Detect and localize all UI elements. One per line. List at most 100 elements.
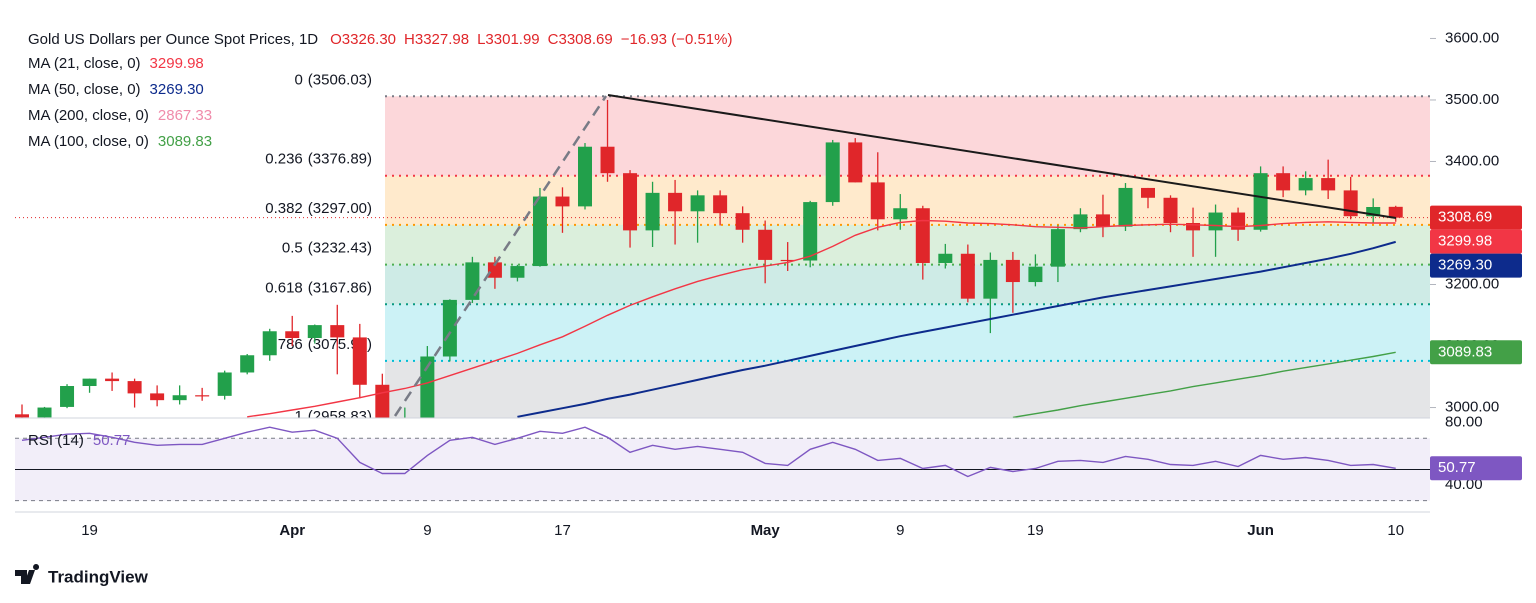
rsi-name: RSI (14) — [28, 432, 84, 449]
fib-ratio: 0 — [294, 71, 302, 88]
fib-label: 0.5 (3232.43) — [282, 240, 372, 257]
ma-line — [517, 240, 1396, 418]
fib-ratio: 0.618 — [265, 279, 303, 296]
candle-body — [1073, 214, 1088, 230]
candle-body — [1388, 206, 1403, 218]
candle-body — [510, 266, 525, 278]
price-tag-label: 3089.83 — [1438, 343, 1492, 360]
high-label: H3327.98 — [404, 31, 469, 48]
candle-body — [487, 262, 502, 278]
legend-value: 3269.30 — [150, 81, 204, 98]
rsi-tick-label: 40.00 — [1445, 476, 1483, 493]
candle-body — [307, 325, 322, 339]
candle-body — [870, 182, 885, 220]
chart-title: Gold US Dollars per Ounce Spot Prices, 1… — [28, 31, 318, 48]
rsi-value: 50.77 — [93, 432, 131, 449]
x-tick-label: 9 — [423, 522, 431, 539]
candle-body — [172, 395, 187, 401]
candle-body — [623, 173, 638, 231]
fib-label: 1 (2958.83) — [294, 408, 372, 425]
candle-body — [1050, 229, 1065, 267]
candle-body — [600, 146, 615, 174]
candle-body — [690, 195, 705, 212]
candle-body — [1366, 207, 1381, 217]
logo: TradingView — [15, 564, 149, 586]
overlay: MA (21, close, 0) 3299.98 MA (50, close, 0… — [28, 29, 1522, 539]
candle-body — [82, 378, 97, 387]
candle-body — [105, 378, 120, 382]
price-pane: 0 (3506.03)0.236 (3376.89)0.382 (3297.00)0.… — [15, 71, 1430, 425]
y-tick-label: 3500.00 — [1445, 91, 1499, 108]
legend-name: MA (100, close, 0) — [28, 133, 149, 150]
candle-body — [1231, 212, 1246, 230]
candle-body — [1118, 187, 1133, 227]
candle-body — [262, 331, 277, 356]
fib-price: (3297.00) — [308, 200, 372, 217]
change-label: −16.93 (−0.51%) — [621, 31, 733, 48]
candle-body — [1321, 178, 1336, 191]
trendline — [607, 94, 1397, 219]
candle-body — [1028, 266, 1043, 283]
legend-entry: MA (200, close, 0) 2867.33 — [28, 107, 212, 124]
fib-label: 0.382 (3297.00) — [265, 200, 372, 217]
candle-body — [1276, 173, 1291, 191]
candle-body — [555, 196, 570, 207]
fib-zone — [385, 304, 1430, 361]
fib-price: (3506.03) — [308, 71, 372, 88]
x-tick-label: 10 — [1387, 522, 1404, 539]
fib-price: (2958.83) — [308, 408, 372, 425]
candle-body — [758, 229, 773, 260]
candle-body — [1163, 197, 1178, 223]
dashed-trendline — [393, 95, 608, 417]
candle-body — [465, 262, 480, 300]
candle-body — [127, 381, 142, 394]
candle-body — [915, 208, 930, 263]
brand: TradingView — [48, 567, 149, 586]
fib-zone — [385, 96, 1430, 176]
legend-name: MA (50, close, 0) — [28, 81, 141, 98]
candle-body — [1186, 222, 1201, 231]
candle-body — [1095, 214, 1110, 227]
candle-body — [217, 372, 232, 396]
legend-name: MA (21, close, 0) — [28, 55, 141, 72]
candle-body — [532, 196, 547, 267]
candle-body — [713, 195, 728, 214]
trendlines — [393, 94, 1397, 417]
price-tag — [1430, 205, 1522, 230]
x-tick-label: 19 — [81, 522, 98, 539]
fib-label: 0.618 (3167.86) — [265, 279, 372, 296]
candle-body — [195, 395, 210, 397]
x-tick-label: May — [751, 522, 781, 539]
y-tick-label: 3400.00 — [1445, 152, 1499, 169]
legend-value: 2867.33 — [158, 107, 212, 124]
fib-label: 0 (3506.03) — [294, 71, 372, 88]
candle-body — [1298, 178, 1313, 191]
candle-body — [150, 393, 165, 401]
legend-name: MA (200, close, 0) — [28, 107, 149, 124]
close-label: C3308.69 — [548, 31, 613, 48]
rsi-tick-label: 80.00 — [1445, 414, 1483, 431]
candle-body — [938, 253, 953, 263]
fib-price: (3167.86) — [308, 279, 372, 296]
x-tick-label: 19 — [1027, 522, 1044, 539]
candle-body — [240, 355, 255, 373]
price-tag-label: 3308.69 — [1438, 209, 1492, 226]
candle-body — [735, 213, 750, 230]
fib-label: 0.236 (3376.89) — [265, 151, 372, 168]
price-tag — [1430, 340, 1522, 365]
y-tick-label: 3200.00 — [1445, 275, 1499, 292]
candle-body — [803, 202, 818, 261]
chart-header: Gold US Dollars per Ounce Spot Prices, 1… — [28, 31, 732, 48]
fib-ratio: 0.382 — [265, 200, 303, 217]
candle-body — [1208, 212, 1223, 231]
legend-entry: MA (50, close, 0) 3269.30 — [28, 81, 204, 98]
legend-value: 3299.98 — [150, 55, 204, 72]
candle-body — [983, 259, 998, 299]
candle-body — [352, 337, 367, 385]
ma-line — [247, 219, 1396, 418]
candle-body — [578, 146, 592, 207]
x-tick-label: 17 — [554, 522, 571, 539]
candle-body — [285, 331, 300, 339]
fib-ratio: 0.236 — [265, 151, 303, 168]
